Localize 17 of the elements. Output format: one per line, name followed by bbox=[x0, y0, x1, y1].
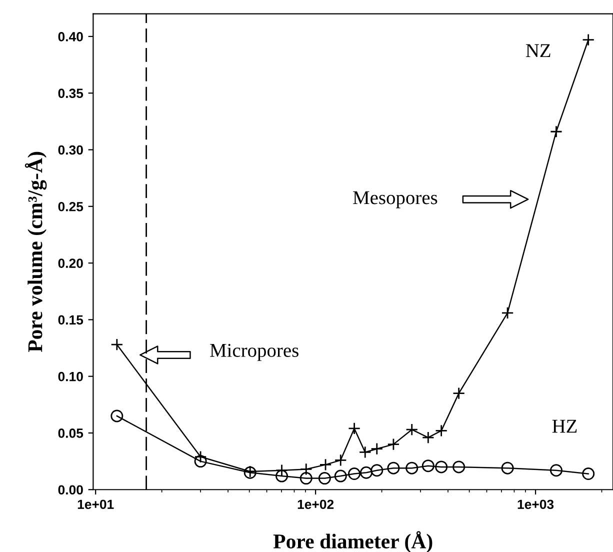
y-tick-label: 0.35 bbox=[58, 88, 84, 98]
y-axis-title: Pore volume (cm³/g-Å) bbox=[24, 152, 47, 352]
y-tick-label: 0.05 bbox=[58, 428, 84, 438]
x-tick-label: 1e+03 bbox=[518, 500, 554, 510]
y-tick-label: 0.10 bbox=[58, 372, 83, 382]
y-tick-label: 0.20 bbox=[58, 258, 83, 268]
x-tick-label: 1e+02 bbox=[298, 500, 334, 510]
y-tick-label: 0.25 bbox=[58, 202, 84, 212]
series-label: HZ bbox=[552, 420, 577, 433]
x-tick-label: 1e+01 bbox=[78, 500, 114, 510]
y-tick-label: 0.15 bbox=[58, 315, 84, 325]
annotation: Mesopores bbox=[353, 191, 438, 208]
y-tick-label: 0.30 bbox=[58, 145, 83, 155]
series-label: NZ bbox=[526, 44, 550, 58]
y-tick-label: 0.00 bbox=[58, 485, 83, 495]
annotation: Micropores bbox=[210, 344, 298, 361]
y-tick-label: 0.40 bbox=[58, 32, 83, 42]
